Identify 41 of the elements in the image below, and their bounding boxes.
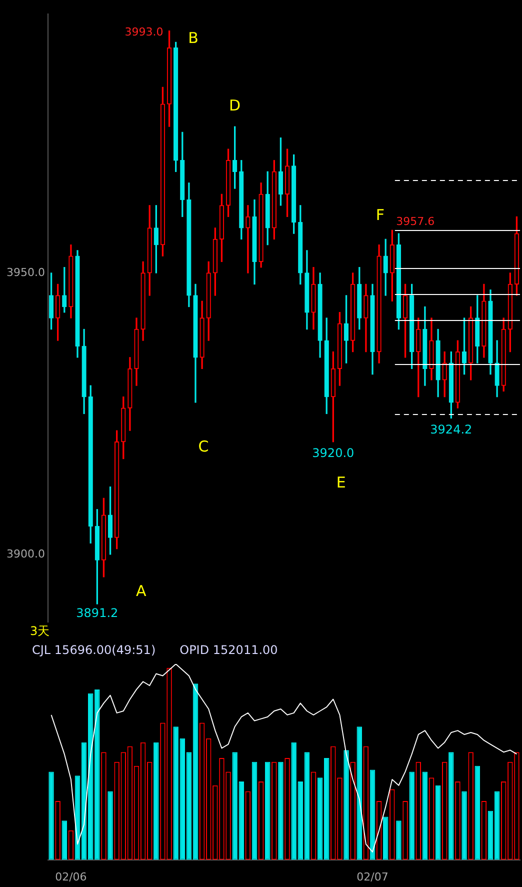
x-tick-label: 02/06 xyxy=(55,870,87,884)
bar xyxy=(62,820,68,860)
bar xyxy=(382,816,388,860)
y-tick-label: 3900.0 xyxy=(6,547,45,560)
bar xyxy=(154,742,159,860)
bar xyxy=(264,762,270,860)
bar xyxy=(422,772,428,860)
annotation: E xyxy=(336,474,346,492)
bar xyxy=(278,762,284,860)
annotation: 3920.0 xyxy=(312,446,354,460)
annotation: B xyxy=(188,28,198,47)
bar xyxy=(435,785,441,860)
annotation: A xyxy=(136,582,148,600)
annotation: C xyxy=(198,437,209,456)
bar xyxy=(173,726,178,860)
text: OPID 152011.00 xyxy=(180,643,278,657)
bar xyxy=(252,762,258,860)
bar xyxy=(462,791,467,860)
bar xyxy=(396,820,402,860)
bar xyxy=(94,689,100,860)
bar xyxy=(108,791,113,860)
bar xyxy=(344,750,349,860)
bar xyxy=(370,770,376,860)
bar xyxy=(232,752,238,860)
candlestick xyxy=(246,205,250,274)
annotation: 3891.2 xyxy=(76,606,118,620)
annotation: 3924.2 xyxy=(430,422,472,436)
text: CJL 15696.00(49:51) xyxy=(32,643,156,657)
bar xyxy=(409,772,414,860)
x-tick-label: 02/07 xyxy=(356,870,388,884)
annotation: 3957.6 xyxy=(396,215,435,228)
annotation: 3993.0 xyxy=(124,26,164,39)
bar xyxy=(291,742,296,860)
y-tick-label: 3950.0 xyxy=(6,266,45,279)
text: 3天 xyxy=(30,624,50,638)
bar xyxy=(474,766,480,860)
annotation: D xyxy=(229,96,241,114)
annotation: F xyxy=(376,206,384,224)
bar xyxy=(48,772,54,860)
bar xyxy=(238,781,244,860)
bar xyxy=(448,752,454,860)
